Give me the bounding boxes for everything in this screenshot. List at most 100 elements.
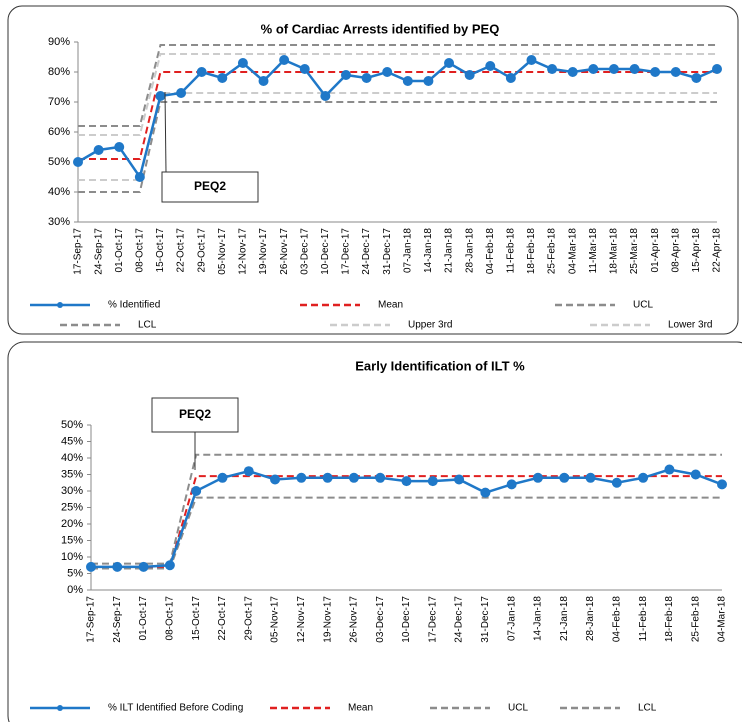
x-tick-label: 08-Oct-17 [134, 228, 145, 273]
annotation-box [151, 397, 239, 433]
data-point [86, 561, 96, 572]
y-tick-label: 30% [61, 485, 83, 497]
legend-label: UCL [508, 703, 528, 714]
x-tick-label: 17-Sep-17 [86, 596, 97, 643]
x-tick-label: 18-Mar-18 [609, 228, 620, 275]
annotation-box [161, 171, 259, 203]
data-point [73, 157, 83, 167]
chart-title: Early Identification of ILT % [355, 358, 525, 373]
y-tick-label: 15% [61, 534, 83, 546]
data-point [279, 55, 290, 65]
data-point [191, 486, 202, 496]
x-tick-label: 14-Jan-18 [423, 228, 434, 273]
x-tick-label: 22-Apr-18 [712, 228, 723, 273]
x-tick-label: 01-Oct-17 [138, 596, 149, 641]
x-tick-label: 29-Oct-17 [196, 228, 207, 273]
series-line [78, 71, 717, 160]
series-line [78, 53, 717, 136]
x-tick-label: 05-Nov-17 [270, 596, 281, 643]
panel [7, 341, 742, 722]
legend-marker [57, 302, 63, 308]
data-point [402, 76, 413, 86]
data-point [270, 474, 281, 485]
x-tick-label: 19-Nov-17 [322, 596, 333, 643]
legend-label: Mean [378, 300, 403, 311]
data-point [196, 67, 207, 77]
y-tick-label: 50% [48, 156, 70, 168]
data-point [258, 76, 269, 86]
data-point [423, 76, 434, 86]
panel [7, 5, 739, 335]
data-point [691, 73, 702, 83]
y-tick-label: 50% [61, 419, 83, 431]
x-tick-label: 25-Feb-18 [547, 228, 558, 275]
x-tick-label: 17-Dec-17 [427, 596, 438, 643]
x-tick-label: 31-Dec-17 [382, 228, 393, 275]
x-tick-label: 28-Jan-18 [585, 596, 596, 641]
legend-label: % Identified [108, 300, 160, 311]
data-point [237, 58, 248, 68]
x-tick-label: 24-Dec-17 [361, 228, 372, 275]
data-point [485, 61, 496, 71]
x-tick-label: 25-Mar-18 [629, 228, 640, 275]
data-point [664, 464, 675, 475]
chart-title: % of Cardiac Arrests identified by PEQ [261, 21, 500, 36]
x-tick-label: 24-Dec-17 [454, 596, 465, 643]
data-point [93, 145, 104, 155]
series-line [78, 101, 717, 193]
data-point [585, 472, 596, 483]
x-tick-label: 24-Sep-17 [112, 596, 123, 643]
data-point [299, 64, 310, 74]
x-tick-label: 18-Feb-18 [664, 596, 675, 643]
data-point [164, 560, 175, 571]
annotation-pointer [164, 91, 167, 173]
legend-label: UCL [633, 300, 653, 311]
legend-label: LCL [638, 703, 657, 714]
data-point [629, 64, 640, 74]
data-point [296, 472, 307, 483]
y-tick-label: 60% [48, 126, 70, 138]
data-point [243, 466, 254, 477]
data-point [217, 73, 228, 83]
data-point [717, 479, 727, 490]
data-point [320, 91, 331, 101]
data-point [506, 479, 517, 490]
x-tick-label: 08-Apr-18 [670, 228, 681, 273]
data-point [638, 472, 649, 483]
y-tick-label: 80% [48, 66, 70, 78]
x-tick-label: 26-Nov-17 [349, 596, 360, 643]
x-tick-label: 01-Apr-18 [650, 228, 661, 273]
x-tick-label: 19-Nov-17 [258, 228, 269, 275]
x-tick-label: 17-Dec-17 [341, 228, 352, 275]
annotation: PEQ2 [179, 407, 211, 421]
series-line [91, 453, 722, 565]
data-point [322, 472, 333, 483]
data-point [217, 472, 228, 483]
x-tick-label: 28-Jan-18 [464, 228, 475, 273]
x-tick-label: 22-Oct-17 [217, 596, 228, 641]
x-tick-label: 14-Jan-18 [533, 596, 544, 641]
data-point [176, 88, 187, 98]
data-point [532, 472, 543, 483]
data-point [444, 58, 455, 68]
y-tick-label: 25% [61, 501, 83, 513]
x-tick-label: 15-Apr-18 [691, 228, 702, 273]
y-tick-label: 40% [48, 186, 70, 198]
data-point [348, 472, 359, 483]
y-tick-label: 40% [61, 452, 83, 464]
x-tick-label: 31-Dec-17 [480, 596, 491, 643]
y-tick-label: 5% [67, 567, 83, 579]
data-point [650, 67, 661, 77]
x-tick-label: 17-Sep-17 [73, 228, 84, 275]
data-point [690, 469, 701, 480]
y-tick-label: 90% [48, 36, 70, 48]
series-line [91, 496, 722, 570]
data-point [155, 91, 166, 101]
legend-label: Mean [348, 703, 373, 714]
data-point [375, 472, 386, 483]
series-line [78, 44, 717, 127]
x-tick-label: 05-Nov-17 [217, 228, 228, 275]
x-tick-label: 22-Oct-17 [176, 228, 187, 273]
data-point [588, 64, 599, 74]
